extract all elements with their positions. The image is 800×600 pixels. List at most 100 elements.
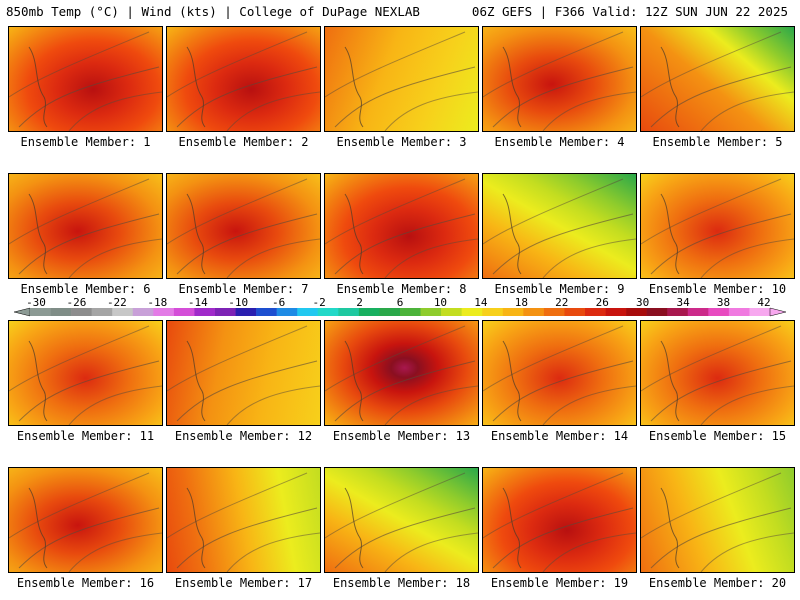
temperature-map (640, 173, 795, 279)
contour-lines (167, 472, 320, 572)
colorbar-swatch (276, 308, 298, 316)
colorbar-tick-label: 42 (757, 296, 771, 309)
member-label: Ensemble Member: 14 (490, 429, 629, 443)
contour-lines (641, 31, 794, 131)
contour-lines (483, 325, 636, 425)
contour-lines (641, 325, 794, 425)
ensemble-member-panel: Ensemble Member: 10 (640, 173, 795, 296)
colorbar-swatch (400, 308, 421, 316)
colorbar-swatch (173, 308, 195, 316)
temperature-map (640, 26, 795, 132)
ensemble-member-panel: Ensemble Member: 17 (166, 467, 321, 590)
colorbar-swatch (358, 308, 380, 316)
member-label: Ensemble Member: 10 (648, 282, 787, 296)
member-label: Ensemble Member: 16 (16, 576, 155, 590)
ensemble-member-panel: Ensemble Member: 19 (482, 467, 637, 590)
member-label: Ensemble Member: 12 (174, 429, 313, 443)
colorbar-tick-label: 30 (636, 296, 650, 309)
colorbar-swatch (749, 308, 771, 316)
colorbar-tick-label: 22 (555, 296, 569, 309)
ensemble-member-panel: Ensemble Member: 15 (640, 320, 795, 443)
temperature-map (324, 26, 479, 132)
ensemble-member-panel: Ensemble Member: 3 (324, 26, 479, 149)
colorbar-tick-label: -30 (26, 296, 46, 309)
member-label: Ensemble Member: 11 (16, 429, 155, 443)
colorbar-swatch (112, 308, 134, 316)
contour-lines (167, 178, 320, 278)
colorbar-tick-label: 10 (433, 296, 448, 309)
temperature-map (8, 173, 163, 279)
contour-lines (483, 178, 636, 278)
colorbar-tick-label: 34 (676, 296, 690, 309)
colorbar-left-arrow (13, 307, 31, 317)
ensemble-member-panel: Ensemble Member: 12 (166, 320, 321, 443)
colorbar-swatch (91, 308, 113, 316)
temperature-map (166, 26, 321, 132)
colorbar-swatch (605, 308, 627, 316)
contour-lines (483, 31, 636, 131)
colorbar-swatch (543, 308, 565, 316)
colorbar-tick-label: 18 (514, 296, 528, 309)
colorbar-swatch (441, 308, 462, 316)
member-label: Ensemble Member: 4 (494, 135, 625, 149)
colorbar-tick-label: -14 (187, 296, 208, 309)
colorbar-tick-label: 6 (396, 296, 404, 309)
contour-lines (9, 325, 162, 425)
ensemble-member-panel: Ensemble Member: 6 (8, 173, 163, 296)
temperature-map (324, 173, 479, 279)
ensemble-member-panel: Ensemble Member: 16 (8, 467, 163, 590)
colorbar-swatch (626, 308, 647, 316)
colorbar-swatch (646, 308, 668, 316)
contour-lines (9, 31, 162, 131)
temperature-map (8, 26, 163, 132)
ensemble-member-panel: Ensemble Member: 20 (640, 467, 795, 590)
ensemble-member-panel: Ensemble Member: 8 (324, 173, 479, 296)
colorbar-swatch (50, 308, 72, 316)
ensemble-member-panel: Ensemble Member: 5 (640, 26, 795, 149)
colorbar-tick-label: -18 (147, 296, 168, 309)
contour-lines (325, 178, 478, 278)
member-label: Ensemble Member: 15 (648, 429, 787, 443)
ensemble-member-panel: Ensemble Member: 2 (166, 26, 321, 149)
contour-lines (167, 31, 320, 131)
colorbar-tick-label: 14 (474, 296, 488, 309)
colorbar-tick-label: -22 (106, 296, 127, 309)
ensemble-member-panel: Ensemble Member: 4 (482, 26, 637, 149)
colorbar-swatch (667, 308, 689, 316)
contour-lines (325, 31, 478, 131)
colorbar-swatch (71, 308, 92, 316)
temperature-map (482, 173, 637, 279)
color-scale-legend: -30 -26 -22 -18 -14 -10 -6 -2 2 6 10 14 18 22 26 30 34 38… (0, 296, 800, 318)
colorbar-swatch (153, 308, 175, 316)
colorbar-tick-label: -10 (228, 296, 249, 309)
ensemble-member-panel: Ensemble Member: 7 (166, 173, 321, 296)
colorbar-swatch (420, 308, 442, 316)
colorbar-swatch (687, 308, 709, 316)
temperature-map (640, 467, 795, 573)
temperature-map (324, 467, 479, 573)
contour-lines (641, 472, 794, 572)
colorbar-swatch (338, 308, 360, 316)
contour-lines (9, 472, 162, 572)
ensemble-member-panel: Ensemble Member: 14 (482, 320, 637, 443)
member-label: Ensemble Member: 13 (332, 429, 471, 443)
temperature-map (324, 320, 479, 426)
colorbar-swatch (482, 308, 504, 316)
contour-lines (9, 178, 162, 278)
member-label: Ensemble Member: 7 (178, 282, 309, 296)
contour-lines (325, 472, 478, 572)
member-label: Ensemble Member: 8 (336, 282, 467, 296)
member-label: Ensemble Member: 19 (490, 576, 629, 590)
colorbar-tick-label: 38 (716, 296, 731, 309)
colorbar-swatch (523, 308, 545, 316)
temperature-map (482, 467, 637, 573)
chart-title: 850mb Temp (°C) | Wind (kts) | College o… (6, 4, 420, 19)
temperature-map (482, 320, 637, 426)
ensemble-member-panel: Ensemble Member: 13 (324, 320, 479, 443)
colorbar-swatch (215, 308, 236, 316)
colorbar-swatch (317, 308, 339, 316)
ensemble-member-panel: Ensemble Member: 18 (324, 467, 479, 590)
member-label: Ensemble Member: 17 (174, 576, 313, 590)
member-label: Ensemble Member: 6 (20, 282, 151, 296)
temperature-map (8, 467, 163, 573)
